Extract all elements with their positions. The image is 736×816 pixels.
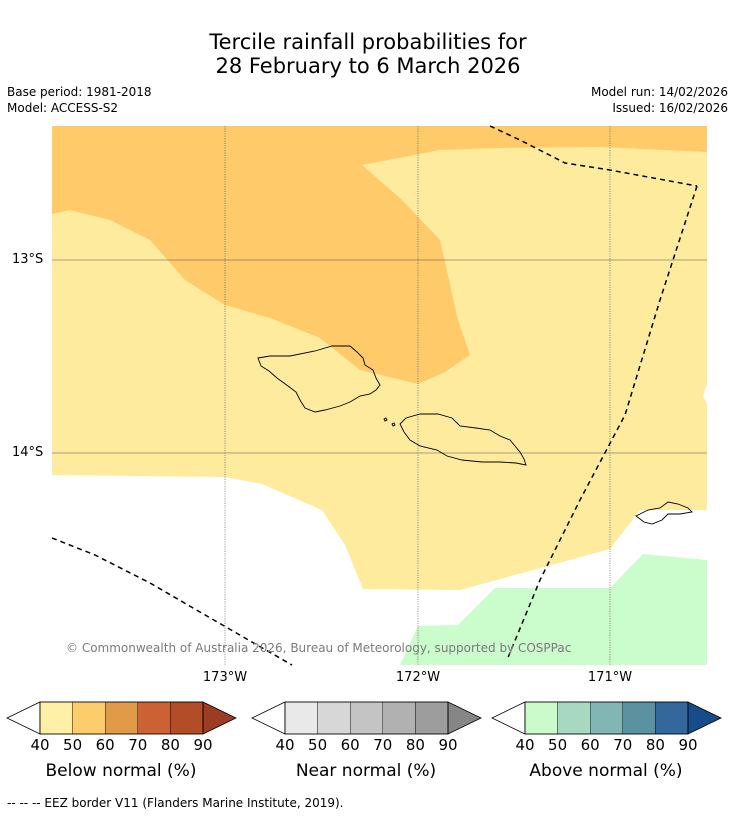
upolu-island [399, 413, 527, 466]
lon-label-171w: 171°W [587, 670, 633, 685]
legend-below-tick-80: 80 [160, 736, 180, 754]
legend-near-bin-2 [317, 701, 351, 735]
lat-label-13s: 13°S [12, 252, 44, 267]
model-name: Model: ACCESS-S2 [7, 101, 119, 115]
legend-below-title: Below normal (%) [45, 761, 197, 781]
legend-below-bin-5 [170, 701, 204, 735]
title-line-2: 28 February to 6 March 2026 [215, 54, 521, 78]
legend-above-bin-2 [557, 701, 591, 735]
legend-below-tick-70: 70 [128, 736, 148, 754]
lon-label-173w: 173°W [202, 670, 248, 685]
islands [257, 345, 693, 525]
legend-above-bin-5 [655, 701, 689, 735]
legend-above [491, 701, 722, 735]
legend-below-bin-1 [39, 701, 73, 735]
legend-below-frame [39, 701, 204, 735]
legend-above-tick-60: 60 [580, 736, 600, 754]
legend-above-extend-high [687, 701, 722, 735]
apolima-island [391, 422, 396, 427]
legend-near-tick-90: 90 [438, 736, 458, 754]
legend-near-extend-high [447, 701, 482, 735]
region-below-50-60 [52, 126, 707, 384]
legend-below-extend-high [202, 701, 237, 735]
legend-above-tick-70: 70 [613, 736, 633, 754]
savaii-island [257, 345, 381, 413]
legend-below-tick-40: 40 [30, 736, 50, 754]
copyright-notice: © Commonwealth of Australia 2026, Bureau… [66, 641, 572, 655]
legend-above-bin-3 [589, 701, 623, 735]
tutuila-island [635, 501, 693, 525]
legend-near-tick-50: 50 [308, 736, 328, 754]
chart-title: Tercile rainfall probabilities for 28 Fe… [0, 30, 736, 78]
gridlines [52, 126, 707, 665]
legend-above-extend-low [491, 701, 526, 735]
issued-date: Issued: 16/02/2026 [612, 101, 728, 115]
legend-near-bin-1 [284, 701, 318, 735]
eez-border-east [506, 185, 698, 661]
manono-island [383, 417, 388, 422]
legend-below-tick-60: 60 [95, 736, 115, 754]
region-above-40-50 [400, 554, 707, 665]
legend-above-tick-40: 40 [515, 736, 535, 754]
legend-near-tick-80: 80 [405, 736, 425, 754]
eez-footer-note: -- -- -- EEZ border V11 (Flanders Marine… [7, 796, 344, 810]
legend-below-bin-3 [104, 701, 138, 735]
base-period: Base period: 1981-2018 [7, 85, 152, 99]
forecast-map [51, 125, 707, 666]
legend-near-bin-4 [382, 701, 416, 735]
title-line-1: Tercile rainfall probabilities for [209, 30, 527, 54]
legend-below-tick-50: 50 [63, 736, 83, 754]
legend-near-bin-3 [349, 701, 383, 735]
legend-above-frame [524, 701, 689, 735]
legend-below [6, 701, 237, 735]
meta-left: Base period: 1981-2018 Model: ACCESS-S2 [7, 84, 152, 116]
legend-near-tick-60: 60 [340, 736, 360, 754]
eez-border-north [489, 125, 698, 187]
legend-above-tick-80: 80 [645, 736, 665, 754]
legend-near-tick-70: 70 [373, 736, 393, 754]
legend-below-extend-low [6, 701, 41, 735]
legend-above-bin-4 [622, 701, 656, 735]
meta-right: Model run: 14/02/2026 Issued: 16/02/2026 [591, 84, 728, 116]
eez-border [51, 125, 698, 666]
legend-below-tick-90: 90 [193, 736, 213, 754]
legend-near-extend-low [251, 701, 286, 735]
lon-label-172w: 172°W [395, 670, 441, 685]
legend-above-bin-1 [524, 701, 558, 735]
legend-near-title: Near normal (%) [295, 761, 437, 781]
legend-near [251, 701, 482, 735]
legend-above-tick-90: 90 [678, 736, 698, 754]
legend-near-tick-40: 40 [275, 736, 295, 754]
lat-label-14s: 14°S [12, 445, 44, 460]
eez-border-southwest [51, 537, 293, 666]
legend-near-frame [284, 701, 449, 735]
model-run: Model run: 14/02/2026 [590, 85, 728, 99]
legend-near-bin-5 [415, 701, 449, 735]
legend-below-bin-2 [72, 701, 106, 735]
legend-above-tick-50: 50 [548, 736, 568, 754]
region-white-notch [703, 384, 707, 404]
legend-below-bin-4 [137, 701, 171, 735]
legend-above-title: Above normal (%) [529, 761, 683, 781]
